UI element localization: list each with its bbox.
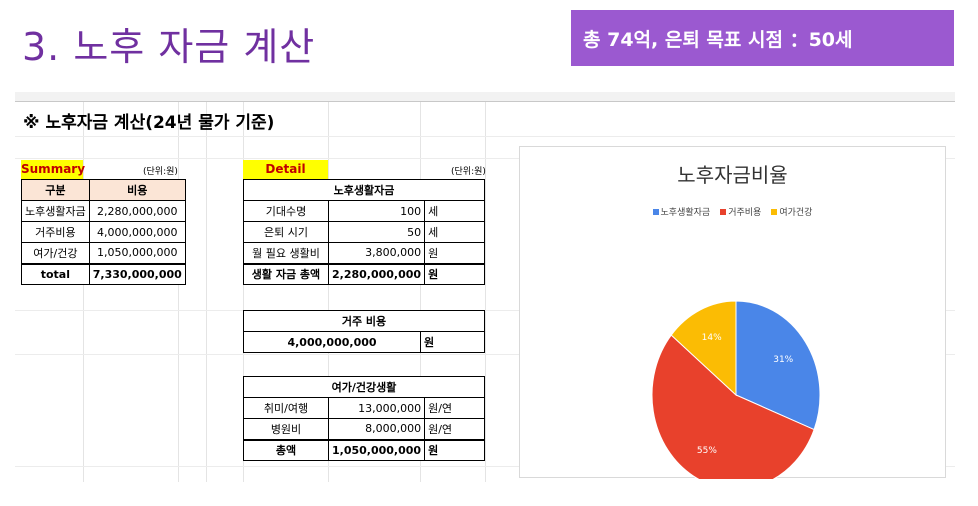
living-cost-table: 노후생활자금 기대수명 100 세 은퇴 시기 50 세 월 필요 생활비 3,…: [243, 179, 485, 285]
leisure-cost-table: 여가/건강생활 취미/여행 13,000,000 원/연 병원비 8,000,0…: [243, 376, 485, 461]
legend-swatch: [771, 208, 778, 215]
table-cell[interactable]: 13,000,000: [327, 397, 426, 419]
summary-unit: (단위:원): [143, 167, 178, 177]
grid-line: [83, 102, 84, 482]
pie-slice-0[interactable]: [735, 300, 821, 431]
legend-swatch: [652, 208, 659, 215]
table-cell[interactable]: 생활 자금 총액: [243, 262, 329, 285]
table-cell[interactable]: 8,000,000: [327, 418, 426, 440]
table-cell[interactable]: 7,330,000,000: [88, 262, 186, 285]
table-row: 은퇴 시기 50 세: [243, 221, 485, 243]
table-row: 총액 1,050,000,000 원: [243, 438, 485, 461]
summary-banner: 총 74억, 은퇴 목표 시점 ：50세: [571, 10, 954, 66]
table-cell[interactable]: 2,280,000,000: [88, 200, 186, 222]
pie-slice-2[interactable]: [670, 300, 737, 397]
table-cell[interactable]: 세: [424, 200, 485, 222]
legend-label: 거주비용: [728, 208, 762, 218]
table-cell[interactable]: 4,000,000,000: [243, 331, 421, 353]
table-cell[interactable]: total: [21, 262, 90, 285]
legend-item: 여가건강: [771, 205, 812, 218]
grid-line: [15, 466, 955, 467]
legend-item: 거주비용: [720, 205, 761, 218]
housing-cost-title[interactable]: 거주 비용: [243, 310, 485, 332]
table-row: 여가/건강 1,050,000,000: [21, 242, 186, 264]
table-cell[interactable]: 100: [327, 200, 426, 222]
table-row: 월 필요 생활비 3,800,000 원: [243, 242, 485, 264]
grid-line: [485, 102, 486, 482]
table-cell[interactable]: 4,000,000,000: [88, 221, 186, 243]
table-cell[interactable]: 원: [424, 262, 485, 285]
table-row: total 7,330,000,000: [21, 262, 186, 285]
spreadsheet-area: ※ 노후자금 계산(24년 물가 기준) Summary (단위:원) 구분 비…: [15, 92, 955, 482]
grid-line: [420, 102, 421, 482]
table-cell[interactable]: 원: [424, 242, 485, 264]
living-cost-title[interactable]: 노후생활자금: [243, 179, 485, 201]
pie-slice-1[interactable]: [651, 334, 815, 479]
table-cell[interactable]: 원/연: [424, 418, 485, 440]
table-cell[interactable]: 원: [424, 438, 485, 461]
table-cell[interactable]: 월 필요 생활비: [243, 242, 329, 264]
grid-line: [178, 102, 179, 482]
table-cell[interactable]: 50: [327, 221, 426, 243]
summary-header-cost[interactable]: 비용: [88, 179, 186, 201]
table-row: 4,000,000,000 원: [243, 331, 485, 353]
chart-legend: 노후생활자금 거주비용 여가건강: [520, 205, 945, 218]
table-row: 노후생활자금 2,280,000,000: [21, 200, 186, 222]
pie-slice-label-2: 14%: [702, 333, 722, 343]
table-cell[interactable]: 병원비: [243, 418, 329, 440]
detail-tag: Detail: [243, 160, 328, 179]
table-row: 병원비 8,000,000 원/연: [243, 418, 485, 440]
leisure-cost-title[interactable]: 여가/건강생활: [243, 376, 485, 398]
table-cell[interactable]: 1,050,000,000: [327, 438, 426, 461]
pie-slice-label-1: 55%: [697, 446, 717, 456]
table-cell[interactable]: 취미/여행: [243, 397, 329, 419]
table-row: 기대수명 100 세: [243, 200, 485, 222]
legend-item: 노후생활자금: [652, 205, 711, 218]
table-cell[interactable]: 세: [424, 221, 485, 243]
sheet-title: ※ 노후자금 계산(24년 물가 기준): [23, 113, 275, 133]
grid-line: [328, 102, 329, 482]
legend-label: 노후생활자금: [660, 208, 711, 218]
legend-swatch: [720, 208, 727, 215]
summary-table: 구분 비용 노후생활자금 2,280,000,000 거주비용 4,000,00…: [21, 179, 186, 285]
pie-slice-label-0: 31%: [773, 355, 793, 365]
table-cell[interactable]: 3,800,000: [327, 242, 426, 264]
table-cell[interactable]: 원: [420, 331, 485, 353]
table-cell[interactable]: 총액: [243, 438, 329, 461]
table-row: 취미/여행 13,000,000 원/연: [243, 397, 485, 419]
table-cell[interactable]: 거주비용: [21, 221, 90, 243]
pie-svg: 31% 55% 14%: [651, 300, 821, 479]
table-cell[interactable]: 원/연: [424, 397, 485, 419]
chart-title: 노후자금비율: [677, 163, 788, 187]
table-row: 생활 자금 총액 2,280,000,000 원: [243, 262, 485, 285]
detail-unit: (단위:원): [451, 167, 486, 177]
grid-line: [15, 136, 955, 137]
grid-line: [15, 158, 955, 159]
table-cell[interactable]: 2,280,000,000: [327, 262, 426, 285]
table-cell[interactable]: 노후생활자금: [21, 200, 90, 222]
slide-title: 3. 노후 자금 계산: [22, 25, 316, 69]
legend-label: 여가건강: [779, 208, 813, 218]
summary-header-category[interactable]: 구분: [21, 179, 90, 201]
pie-chart[interactable]: 노후자금비율 노후생활자금 거주비용 여가건강 31% 55% 14%: [519, 146, 946, 479]
table-row: 거주비용 4,000,000,000: [21, 221, 186, 243]
grid-line: [243, 102, 244, 482]
table-cell[interactable]: 은퇴 시기: [243, 221, 329, 243]
summary-tag: Summary: [21, 160, 85, 179]
housing-cost-table: 거주 비용 4,000,000,000 원: [243, 310, 485, 353]
table-cell[interactable]: 여가/건강: [21, 242, 90, 264]
grid-line: [206, 102, 207, 482]
table-cell[interactable]: 1,050,000,000: [88, 242, 186, 264]
table-cell[interactable]: 기대수명: [243, 200, 329, 222]
grid-line: [15, 354, 955, 355]
grid-line: [15, 310, 955, 311]
column-header-strip: [15, 92, 955, 102]
